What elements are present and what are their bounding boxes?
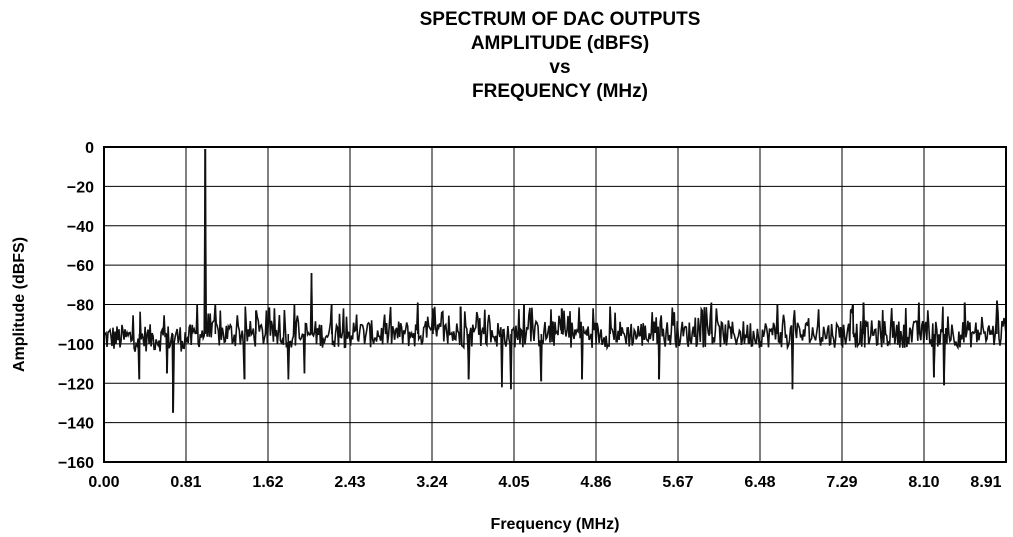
x-tick-label: 7.29 (826, 474, 857, 491)
x-tick-label: 0.81 (170, 474, 201, 491)
x-tick-label: 2.43 (334, 474, 365, 491)
x-tick-label: 6.48 (744, 474, 775, 491)
y-tick-label: −120 (58, 376, 94, 393)
x-tick-label: 8.10 (908, 474, 939, 491)
y-tick-label: 0 (85, 140, 94, 157)
y-tick-label: −100 (58, 337, 94, 354)
x-axis-title: Frequency (MHz) (491, 516, 620, 533)
x-tick-label: 0.00 (88, 474, 119, 491)
x-tick-label: 1.62 (252, 474, 283, 491)
y-axis-title: Amplitude (dBFS) (11, 237, 28, 372)
chart-title-line-1: SPECTRUM OF DAC OUTPUTS (419, 9, 701, 30)
chart-title-line-4: FREQUENCY (MHz) (472, 81, 648, 102)
x-tick-label: 8.91 (970, 474, 1001, 491)
y-tick-label: −80 (67, 298, 94, 315)
plot-frame (103, 146, 1007, 463)
y-tick-label: −160 (58, 455, 94, 472)
y-tick-label: −60 (67, 258, 94, 275)
y-tick-label: −40 (67, 219, 94, 236)
x-tick-label: 4.86 (580, 474, 611, 491)
y-tick-label: −20 (67, 179, 94, 196)
chart-title: SPECTRUM OF DAC OUTPUTS AMPLITUDE (dBFS)… (330, 8, 790, 104)
trace-group (103, 148, 1007, 413)
chart-title-line-2: AMPLITUDE (dBFS) (470, 33, 650, 54)
x-tick-labels: 0.00 0.81 1.62 2.43 3.24 4.05 4.86 5.67 6.48 7.29… (88, 474, 1001, 491)
grid (103, 146, 1007, 463)
y-tick-label: −140 (58, 416, 94, 433)
x-tick-label: 4.05 (498, 474, 529, 491)
x-tick-label: 3.24 (416, 474, 447, 491)
x-tick-label: 5.67 (662, 474, 693, 491)
y-tick-labels: 0 −20 −40 −60 −80 −100 −120 −140 −160 (58, 140, 94, 472)
spectrum-trace (103, 148, 1007, 413)
chart-title-line-3: vs (549, 57, 571, 78)
